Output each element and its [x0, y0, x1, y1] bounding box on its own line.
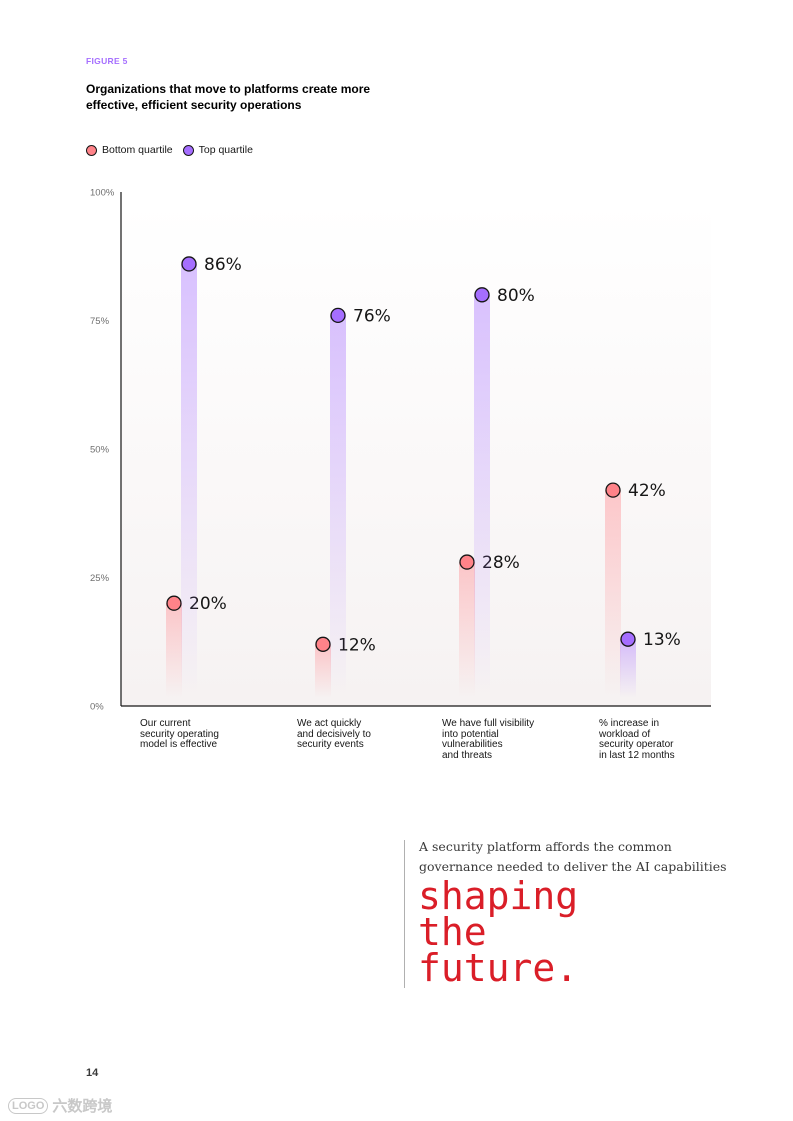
- data-label-top-2: 80%: [497, 286, 535, 306]
- plot-background: [121, 203, 711, 706]
- legend-dot-bottom: [86, 144, 97, 156]
- category-label-line: We have full visibility: [442, 718, 535, 729]
- point-top-1: [330, 307, 346, 324]
- y-tick-label: 100%: [90, 188, 115, 199]
- quote-text: A security platform affords the common g…: [419, 839, 727, 874]
- category-label-0: Our current security operating model is ef…: [140, 718, 219, 751]
- point-bottom-2: [459, 554, 475, 570]
- quote-divider: [404, 840, 405, 988]
- data-label-bottom-1: 12%: [338, 635, 376, 655]
- category-label-line: vulnerabilities: [442, 739, 503, 750]
- bar-top-0: [181, 263, 197, 698]
- point-top-0: [181, 256, 197, 272]
- point-top-3: [620, 631, 636, 647]
- legend-item-top: Top quartile: [182, 144, 253, 156]
- category-label-line: and threats: [442, 749, 493, 761]
- watermark-text: 六数跨境: [52, 1098, 113, 1115]
- category-label-line: into potential: [442, 728, 499, 740]
- legend-label-bottom: Bottom quartile: [102, 144, 173, 156]
- category-label-line: security operating: [140, 728, 219, 740]
- point-bottom-1: [315, 636, 331, 652]
- category-label-line: model is effective: [140, 739, 218, 750]
- y-tick-label: 25%: [90, 573, 110, 584]
- category-label-line: security operator: [599, 739, 674, 750]
- point-top-2: [474, 287, 490, 303]
- data-label-bottom-2: 28%: [482, 553, 520, 573]
- category-label-3: % increase in workload of security operato…: [599, 718, 675, 761]
- point-bottom-3: [605, 482, 621, 498]
- y-tick-label: 0%: [90, 702, 104, 713]
- legend: Bottom quartile Top quartile: [86, 144, 263, 156]
- data-label-bottom-3: 42%: [628, 481, 666, 501]
- category-label-1: We act quickly and decisively to security …: [297, 718, 371, 751]
- chart: 0% 25% 50% 75% 100% 20% 12% 28% 42% 86% 76% 80% 13%: [90, 188, 711, 713]
- legend-dot-top: [182, 144, 194, 156]
- watermark: LOGO 六数跨境: [8, 1095, 112, 1116]
- category-label-line: % increase in: [599, 718, 660, 729]
- bar-top-2: [474, 294, 490, 698]
- data-label-top-1: 76%: [353, 306, 391, 326]
- page-number: 14: [86, 1067, 99, 1079]
- data-label-top-0: 86%: [204, 255, 242, 275]
- data-label-top-3: 13%: [643, 630, 681, 650]
- bar-bottom-0: [166, 603, 182, 698]
- data-label-bottom-0: 20%: [189, 594, 227, 614]
- legend-item-bottom: Bottom quartile: [86, 144, 173, 156]
- legend-label-top: Top quartile: [198, 144, 253, 156]
- category-label-line: and decisively to: [297, 728, 371, 740]
- y-tick-label: 75%: [90, 316, 110, 327]
- bar-top-3: [620, 639, 636, 698]
- bar-bottom-3: [605, 490, 621, 698]
- chart-title: Organizations that move to platforms cre…: [86, 82, 371, 112]
- category-label-2: We have full visibility into potential vul…: [442, 718, 535, 761]
- watermark-logo-icon: LOGO: [8, 1097, 49, 1114]
- category-label-line: Our current: [140, 718, 191, 729]
- bar-top-1: [330, 315, 346, 698]
- bar-bottom-2: [459, 562, 475, 698]
- figure-label: FIGURE 5: [86, 56, 128, 66]
- point-bottom-0: [166, 595, 182, 611]
- category-label-line: We act quickly: [297, 718, 362, 729]
- category-label-line: in last 12 months: [599, 749, 675, 761]
- category-label-line: workload of: [599, 728, 651, 740]
- quote-headline: shaping the future.: [418, 874, 579, 990]
- category-label-line: security events: [297, 739, 364, 750]
- y-tick-label: 50%: [90, 445, 110, 456]
- bar-bottom-1: [315, 644, 331, 698]
